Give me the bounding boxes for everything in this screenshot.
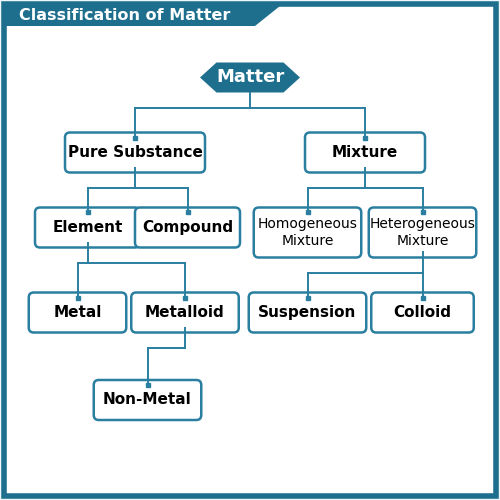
FancyBboxPatch shape [254, 208, 361, 258]
Text: Metal: Metal [54, 305, 102, 320]
FancyBboxPatch shape [4, 4, 496, 496]
FancyBboxPatch shape [35, 208, 140, 248]
FancyBboxPatch shape [135, 208, 240, 248]
Text: Suspension: Suspension [258, 305, 356, 320]
FancyBboxPatch shape [248, 292, 366, 333]
Text: Colloid: Colloid [394, 305, 452, 320]
FancyBboxPatch shape [94, 380, 201, 420]
Text: Mixture: Mixture [332, 145, 398, 160]
FancyBboxPatch shape [65, 132, 205, 172]
Text: Metalloid: Metalloid [145, 305, 225, 320]
FancyBboxPatch shape [131, 292, 239, 333]
Text: Classification of Matter: Classification of Matter [19, 8, 231, 22]
Text: Matter: Matter [216, 68, 284, 86]
PathPatch shape [4, 4, 282, 26]
Text: Heterogeneous
Mixture: Heterogeneous Mixture [370, 218, 476, 248]
Text: Pure Substance: Pure Substance [68, 145, 202, 160]
Text: Homogeneous
Mixture: Homogeneous Mixture [258, 218, 358, 248]
FancyBboxPatch shape [371, 292, 474, 333]
Text: Non-Metal: Non-Metal [103, 392, 192, 407]
FancyBboxPatch shape [368, 208, 476, 258]
Text: Compound: Compound [142, 220, 233, 235]
Text: Element: Element [52, 220, 122, 235]
Polygon shape [200, 62, 300, 92]
FancyBboxPatch shape [305, 132, 425, 172]
FancyBboxPatch shape [29, 292, 126, 333]
